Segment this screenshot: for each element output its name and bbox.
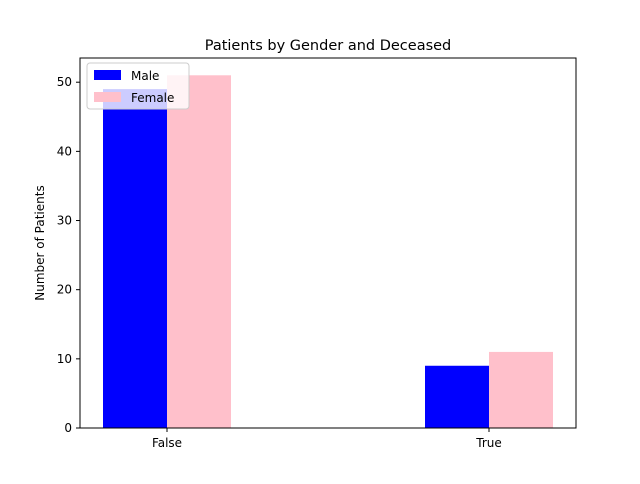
bar-female-true <box>489 351 553 428</box>
y-axis-label: Number of Patients <box>33 185 47 300</box>
x-tick-label: False <box>152 436 182 450</box>
bars-layer <box>103 75 553 429</box>
bar-male-true <box>425 365 489 428</box>
y-axis-ticks: 0 10 20 30 40 50 <box>57 75 80 435</box>
chart-title: Patients by Gender and Deceased <box>205 38 452 54</box>
legend: Male Female <box>86 62 190 110</box>
y-tick-label: 30 <box>57 214 72 228</box>
y-tick-label: 0 <box>64 421 72 435</box>
legend-label-female: Female <box>131 91 174 105</box>
x-axis-ticks: False True <box>152 428 502 450</box>
y-tick-label: 10 <box>57 352 72 366</box>
y-tick-label: 20 <box>57 283 72 297</box>
bar-male-false <box>103 89 167 429</box>
plot-frame <box>79 57 577 429</box>
x-tick-label: True <box>475 436 502 450</box>
y-tick-label: 50 <box>57 75 72 89</box>
y-tick-label: 40 <box>57 144 72 158</box>
bar-female-false <box>167 75 231 428</box>
legend-swatch-male <box>94 70 121 80</box>
legend-swatch-female <box>94 92 121 102</box>
legend-label-male: Male <box>131 69 159 83</box>
